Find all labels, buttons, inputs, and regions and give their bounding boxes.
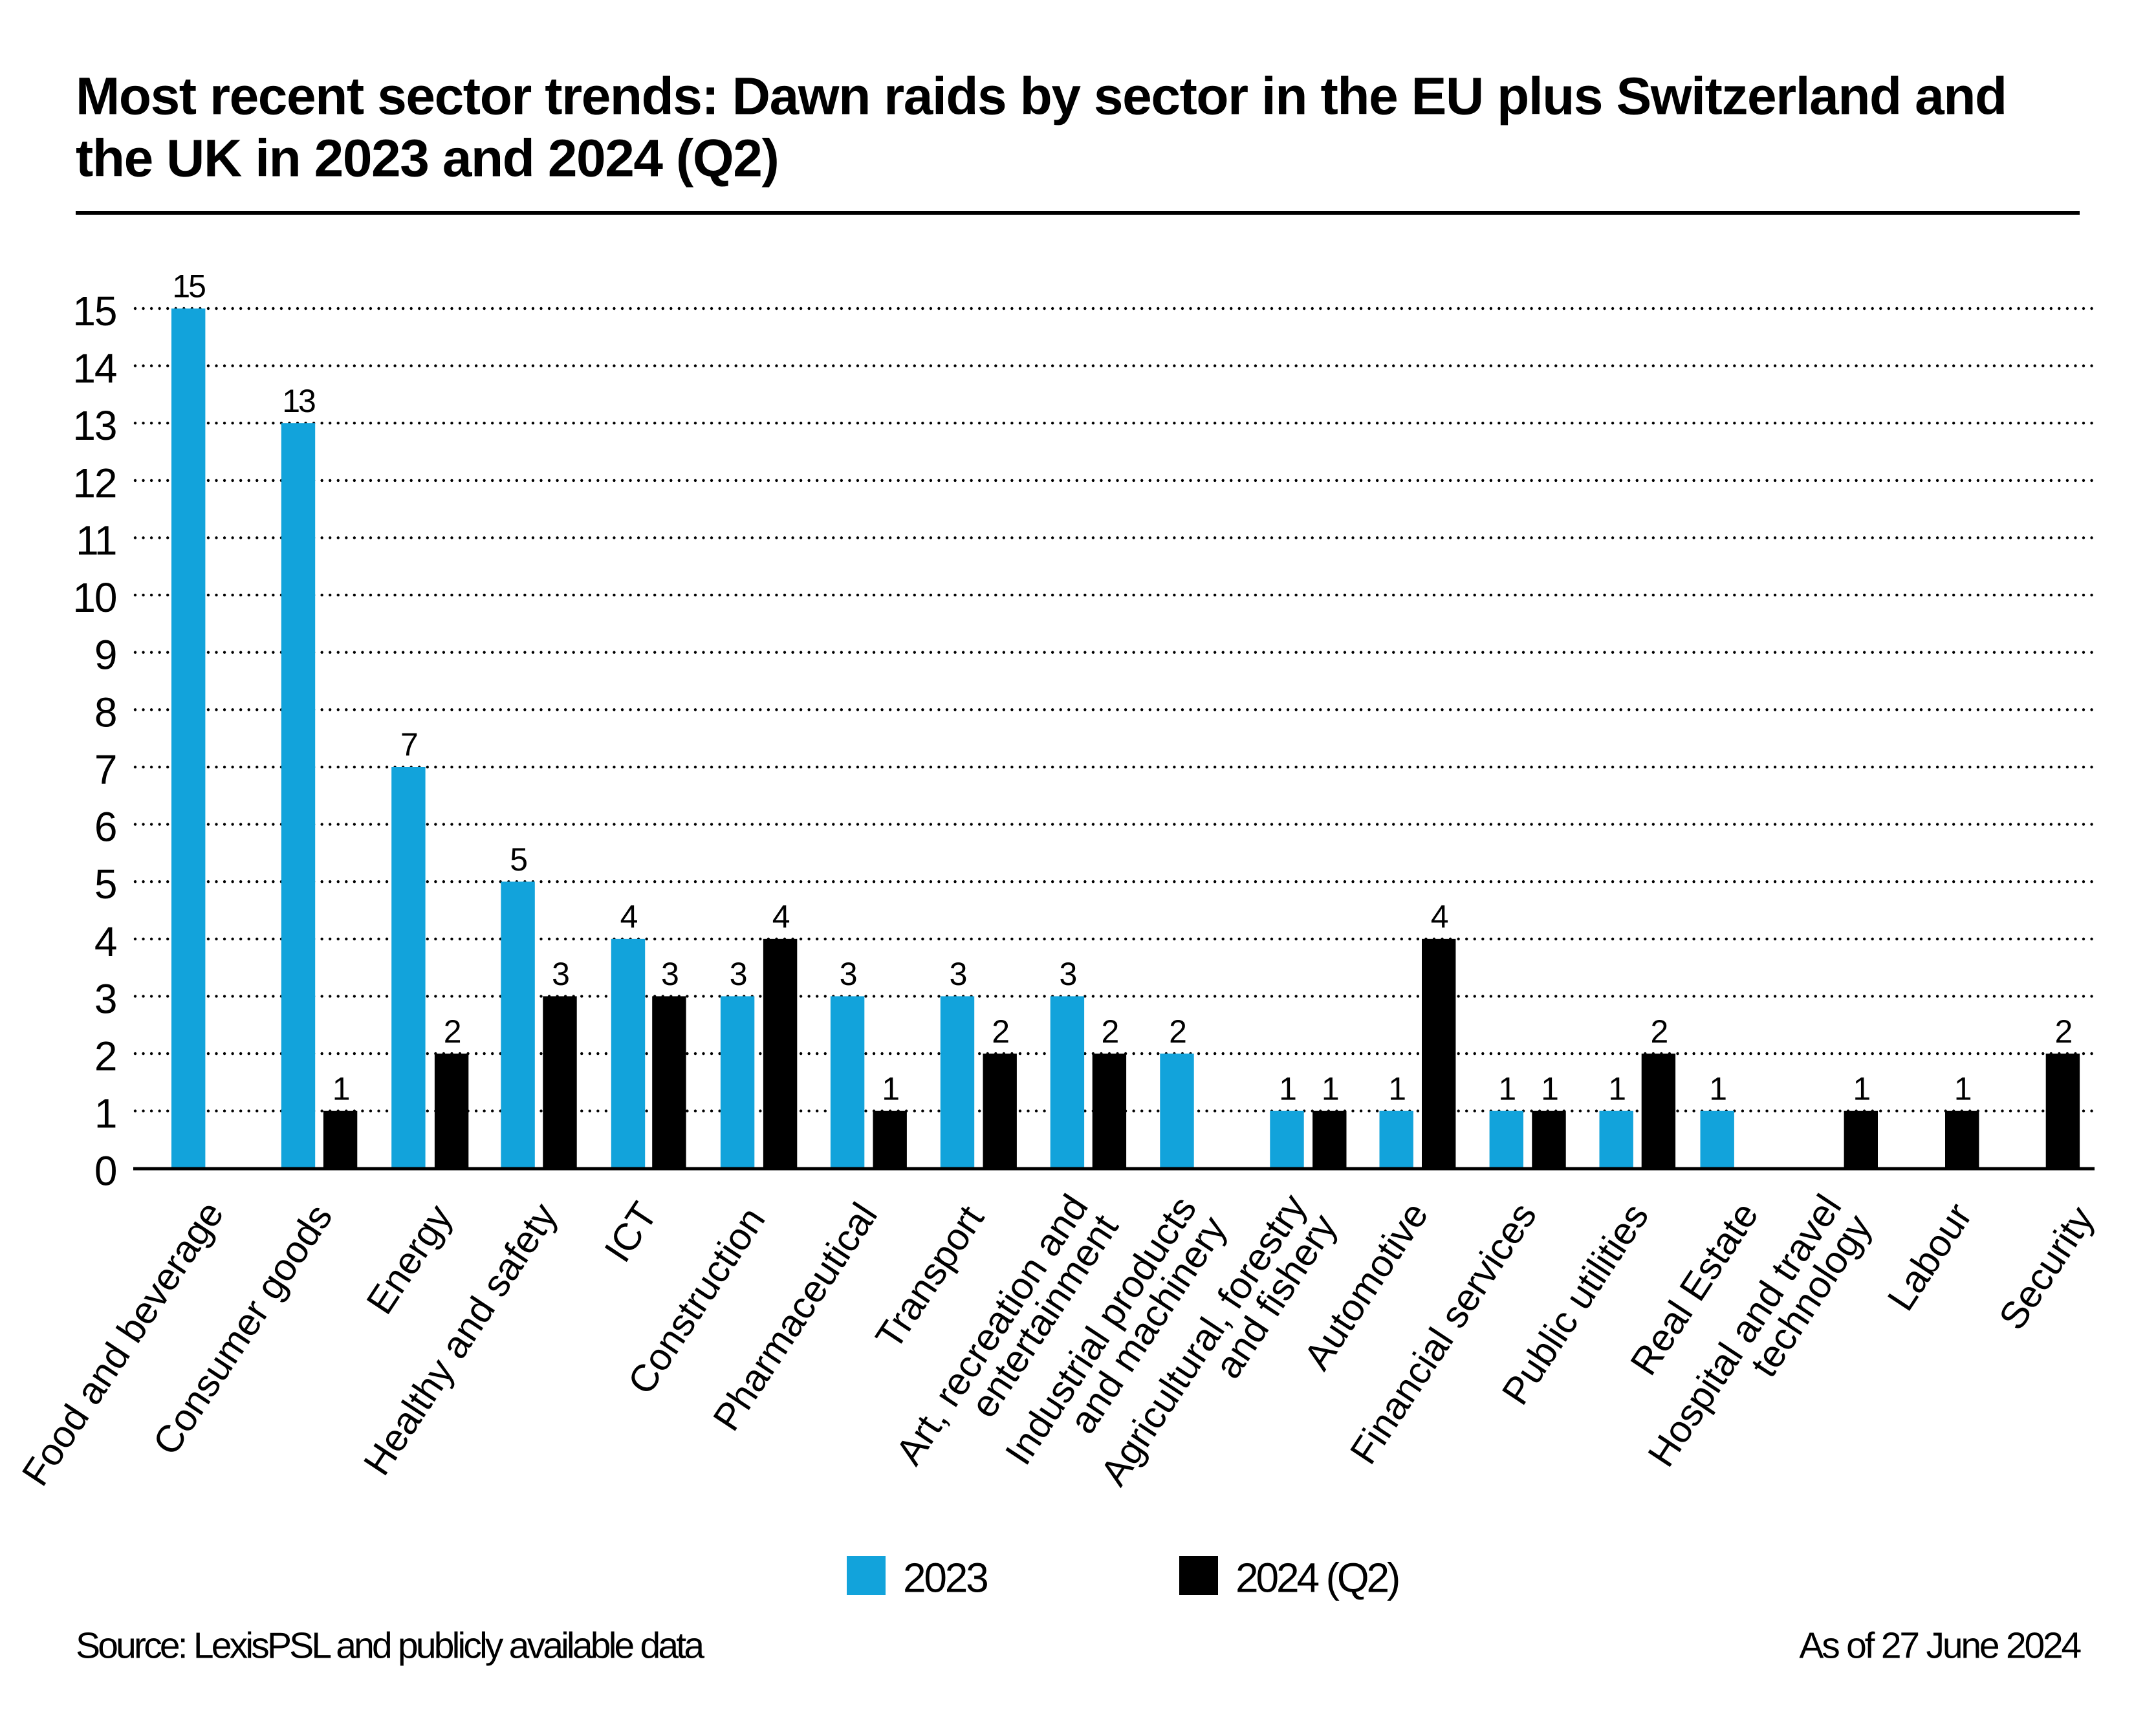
svg-text:3: 3 [950, 956, 966, 992]
svg-text:1: 1 [1709, 1070, 1726, 1107]
svg-text:3: 3 [840, 956, 856, 992]
svg-text:2: 2 [1650, 1013, 1667, 1050]
svg-text:1: 1 [1322, 1070, 1338, 1107]
svg-text:10: 10 [72, 574, 116, 621]
svg-text:6: 6 [94, 804, 116, 850]
svg-text:11: 11 [76, 517, 116, 564]
svg-text:1: 1 [1608, 1070, 1625, 1107]
svg-text:1: 1 [1541, 1070, 1558, 1107]
svg-text:1: 1 [1388, 1070, 1405, 1107]
svg-text:2024 (Q2): 2024 (Q2) [1236, 1555, 1399, 1601]
svg-text:4: 4 [620, 899, 638, 935]
svg-text:1: 1 [332, 1070, 349, 1107]
svg-text:15: 15 [72, 288, 116, 334]
svg-text:1: 1 [1498, 1070, 1515, 1107]
svg-text:13: 13 [282, 383, 315, 419]
svg-text:13: 13 [72, 402, 116, 449]
svg-text:1: 1 [882, 1070, 898, 1107]
svg-text:8: 8 [94, 689, 116, 735]
svg-text:0: 0 [94, 1147, 116, 1194]
svg-text:3: 3 [730, 956, 746, 992]
svg-text:2023: 2023 [903, 1555, 987, 1601]
svg-text:1: 1 [1279, 1070, 1296, 1107]
svg-text:3: 3 [94, 975, 116, 1022]
svg-text:2: 2 [1101, 1013, 1118, 1050]
svg-text:4: 4 [1431, 899, 1448, 935]
svg-text:4: 4 [94, 918, 116, 965]
svg-text:7: 7 [94, 746, 116, 793]
svg-text:5: 5 [510, 841, 527, 878]
svg-text:2: 2 [94, 1033, 116, 1079]
svg-text:2: 2 [444, 1013, 461, 1050]
svg-text:7: 7 [400, 727, 417, 763]
svg-text:2: 2 [1169, 1013, 1186, 1050]
svg-text:3: 3 [552, 956, 569, 992]
svg-text:1: 1 [1853, 1070, 1869, 1107]
svg-text:2: 2 [2054, 1013, 2071, 1050]
svg-text:Source: LexisPSL and publicly: Source: LexisPSL and publicly available … [76, 1625, 704, 1666]
svg-text:3: 3 [661, 956, 678, 992]
svg-text:Most recent sector trends: Daw: Most recent sector trends: Dawn raids by… [76, 67, 2007, 126]
svg-text:14: 14 [72, 345, 116, 392]
svg-text:9: 9 [94, 632, 116, 678]
svg-text:3: 3 [1059, 956, 1076, 992]
svg-text:As of 27 June 2024: As of 27 June 2024 [1799, 1625, 2081, 1666]
svg-text:2: 2 [992, 1013, 1008, 1050]
svg-text:5: 5 [94, 861, 116, 907]
svg-text:15: 15 [172, 268, 205, 305]
svg-text:the UK in 2023 and 2024 (Q2): the UK in 2023 and 2024 (Q2) [76, 129, 778, 188]
svg-text:1: 1 [1954, 1070, 1971, 1107]
svg-text:1: 1 [94, 1090, 116, 1137]
svg-text:12: 12 [72, 460, 116, 506]
svg-text:4: 4 [772, 899, 790, 935]
